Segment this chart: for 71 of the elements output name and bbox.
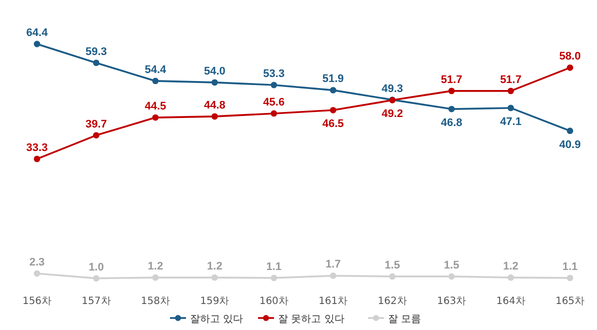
x-tick-label: 160차 (259, 296, 288, 307)
point (448, 106, 455, 112)
point (152, 274, 159, 281)
legend-label: 잘 모름 (388, 314, 422, 325)
point (93, 132, 100, 138)
data-label: 1.2 (503, 260, 518, 273)
x-tick-label: 165차 (555, 296, 585, 307)
point (508, 274, 514, 281)
x-tick-label: 164차 (496, 296, 526, 307)
point (330, 86, 336, 94)
point (270, 82, 278, 88)
point (389, 273, 396, 280)
data-label: 59.3 (86, 46, 107, 58)
x-tick-label: 162차 (378, 296, 407, 307)
data-label: 54.4 (144, 64, 168, 76)
x-tick-label: 161차 (318, 296, 348, 307)
data-label: 58.0 (559, 50, 581, 63)
point (34, 156, 40, 162)
data-label: 1.2 (207, 260, 222, 273)
data-label: 51.7 (440, 74, 462, 86)
point (34, 270, 40, 277)
x-tick-label: 157차 (82, 296, 111, 307)
data-label: 33.3 (26, 142, 48, 154)
point (211, 113, 218, 120)
data-label: 39.7 (86, 118, 107, 130)
data-label: 40.9 (559, 138, 581, 151)
x-tick-label: 158차 (140, 296, 170, 307)
point (448, 88, 455, 94)
data-label: 2.3 (29, 256, 45, 268)
data-label: 49.3 (382, 82, 404, 95)
data-label: 53.3 (263, 68, 285, 80)
point (211, 79, 218, 86)
legend-label: 잘 못하고 있다 (278, 314, 344, 325)
data-label: 1.2 (148, 260, 164, 273)
point (93, 275, 100, 282)
data-label: 64.4 (26, 27, 49, 39)
point (211, 274, 218, 281)
point (34, 40, 40, 48)
data-label: 1.5 (384, 259, 400, 272)
point (270, 274, 278, 282)
data-label: 51.9 (322, 73, 344, 86)
point (270, 110, 278, 117)
data-label: 1.1 (562, 260, 578, 273)
point (93, 60, 100, 66)
point (152, 78, 159, 84)
point (508, 88, 514, 94)
data-label: 44.8 (204, 99, 226, 112)
data-label: 46.8 (440, 117, 462, 130)
point (330, 106, 336, 114)
x-tick-label: 163차 (437, 296, 466, 307)
point (566, 128, 574, 134)
point (448, 273, 455, 280)
point (566, 274, 574, 282)
x-tick-label: 156차 (22, 296, 52, 307)
point (152, 114, 159, 121)
data-label: 1.1 (266, 260, 282, 273)
data-label: 49.2 (382, 108, 404, 120)
data-label: 1.0 (88, 261, 104, 274)
data-label: 54.0 (204, 65, 226, 78)
point (566, 64, 574, 71)
data-label: 51.7 (500, 74, 522, 86)
point (508, 104, 514, 112)
legend-label: 잘하고 있다 (190, 314, 244, 325)
x-tick-label: 159차 (200, 296, 230, 307)
data-label: 47.1 (500, 116, 522, 128)
data-label: 46.5 (322, 118, 344, 130)
data-label: 45.6 (263, 96, 285, 108)
data-label: 1.7 (325, 258, 341, 271)
data-label: 1.5 (444, 259, 460, 272)
data-label: 44.5 (144, 100, 166, 113)
point (330, 272, 336, 279)
